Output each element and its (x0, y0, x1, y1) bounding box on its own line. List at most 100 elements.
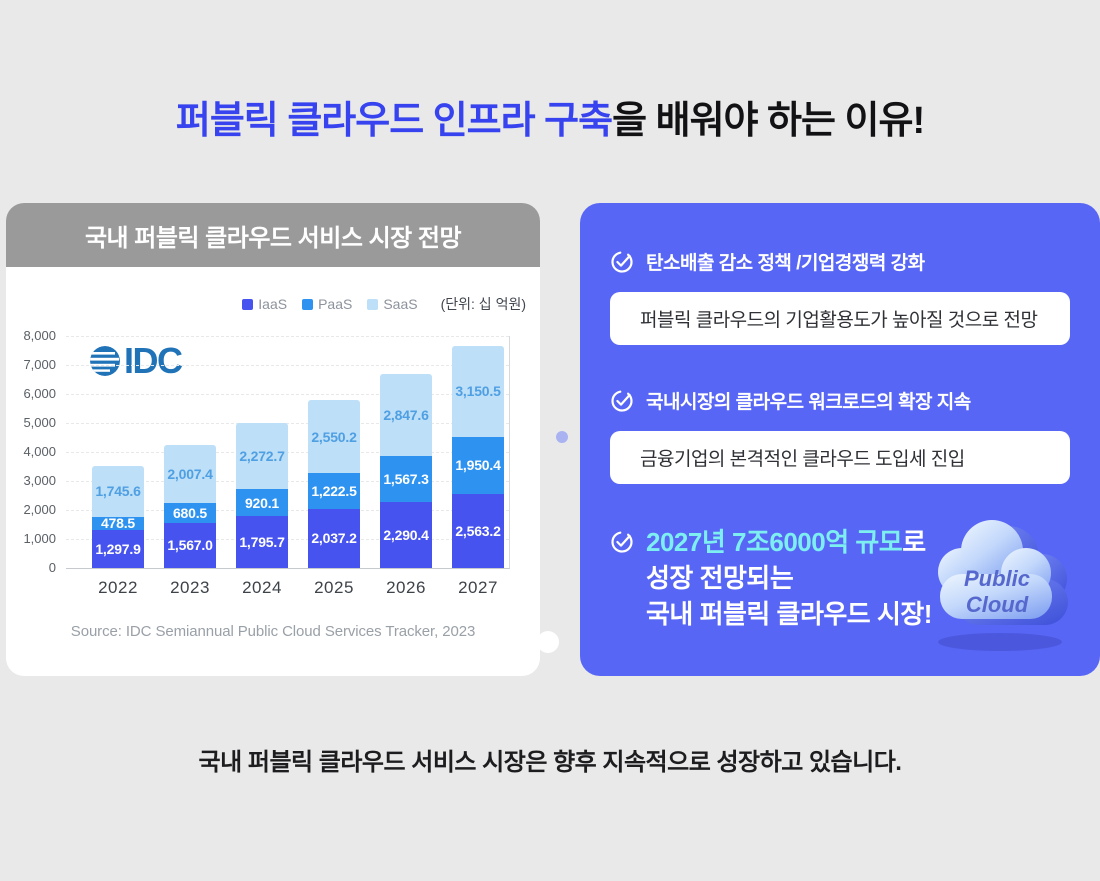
footer-caption: 국내 퍼블릭 클라우드 서비스 시장은 향후 지속적으로 성장하고 있습니다. (198, 749, 902, 776)
value-label: 2,037.2 (311, 530, 357, 547)
gridline (66, 336, 509, 337)
info-item-1-heading: 탄소배출 감소 정책 /기업경쟁력 강화 (610, 248, 1070, 275)
chart-area: 0 1,000 2,000 3,000 4,000 5,000 6,000 7,000 8,00… (6, 328, 540, 597)
value-label: 1,950.4 (455, 457, 501, 474)
highlight-line1-rest: 로 (902, 527, 926, 557)
segment-saas-2027: 3,150.5 (452, 345, 504, 438)
check-circle-icon (611, 250, 633, 273)
info-item-2-title: 국내시장의 클라우드 워크로드의 확장 지속 (646, 392, 971, 413)
connector-dot-large (537, 631, 559, 653)
plot-area: IDC 1,297.9 478.5 1,745.6 2022 1,567.0 680.5 2… (66, 336, 510, 597)
y-tick-label: 5,000 (23, 415, 56, 430)
info-item-1-title: 탄소배출 감소 정책 /기업경쟁력 강화 (646, 253, 925, 274)
chart-title: 국내 퍼블릭 클라우드 서비스 시장 전망 (84, 224, 462, 252)
value-label: 1,222.5 (311, 483, 357, 500)
page-title-rest: 을 배워야 하는 이유! (612, 100, 925, 142)
x-tick-2023: 2023 (170, 578, 210, 597)
value-label: 2,550.2 (311, 428, 357, 445)
segment-paas-2023: 680.5 (164, 502, 216, 523)
value-label: 2,272.7 (239, 448, 285, 465)
y-tick-label: 0 (48, 560, 56, 575)
value-label: 1,567.0 (167, 537, 213, 554)
bar-2023: 1,567.0 680.5 2,007.4 2023 (164, 444, 216, 597)
legend-label: SaaS (383, 296, 418, 312)
info-item-1-box: 퍼블릭 클라우드의 기업활용도가 높아질 것으로 전망 (610, 292, 1070, 345)
legend-item-paas: PaaS (302, 296, 352, 312)
bar-2025: 2,037.2 1,222.5 2,550.2 2025 (308, 399, 360, 597)
x-tick-2025: 2025 (314, 578, 354, 597)
y-tick-label: 6,000 (23, 386, 56, 401)
highlight-line3: 국내 퍼블릭 클라우드 시장! (646, 599, 932, 629)
legend-item-iaas: IaaS (242, 296, 287, 312)
info-highlight-block: 2027년 7조6000억 규모로 성장 전망되는 국내 퍼블릭 클라우드 시장… (610, 524, 1070, 632)
legend-swatch-saas (367, 298, 379, 310)
legend-label: PaaS (318, 296, 353, 312)
legend-swatch-iaas (242, 298, 254, 310)
highlight-line1-accent: 2027년 7조6000억 규모 (646, 527, 903, 557)
cloud-label-line1: Public (964, 566, 1030, 591)
y-tick-label: 3,000 (23, 473, 56, 488)
segment-iaas-2022: 1,297.9 (92, 530, 144, 568)
bar-2026: 2,290.4 1,567.3 2,847.6 2026 (380, 373, 432, 597)
chart-card-header: 국내 퍼블릭 클라우드 서비스 시장 전망 (6, 203, 540, 267)
x-tick-2022: 2022 (98, 578, 138, 597)
value-label: 1,567.3 (383, 470, 429, 487)
y-axis: 0 1,000 2,000 3,000 4,000 5,000 6,000 7,000 8,00… (6, 328, 66, 575)
bar-2027: 2,563.2 1,950.4 3,150.5 2027 (452, 345, 504, 597)
bar-2024: 1,795.7 920.1 2,272.7 2024 (236, 423, 288, 597)
idc-logo: IDC (88, 340, 183, 381)
y-tick-label: 8,000 (23, 328, 56, 343)
chart-legend: IaaS PaaS SaaS (단위: 십 억원) (6, 296, 540, 312)
unit-label: (단위: 십 억원) (440, 296, 526, 312)
highlight-line2: 성장 전망되는 (646, 563, 794, 593)
check-circle-icon (611, 531, 633, 553)
info-highlight-text: 2027년 7조6000억 규모로 성장 전망되는 국내 퍼블릭 클라우드 시장… (646, 524, 932, 632)
segment-saas-2026: 2,847.6 (380, 373, 432, 457)
cloud-label-line2: Cloud (966, 592, 1029, 617)
page-title: 퍼블릭 클라우드 인프라 구축을 배워야 하는 이유! (0, 97, 1100, 145)
segment-iaas-2026: 2,290.4 (380, 501, 432, 568)
segment-iaas-2024: 1,795.7 (236, 515, 288, 568)
source-caption: Source: IDC Semiannual Public Cloud Serv… (70, 623, 476, 640)
segment-saas-2024: 2,272.7 (236, 423, 288, 490)
value-label: 2,290.4 (383, 526, 429, 543)
connector-dot-small (556, 431, 568, 443)
idc-logo-text: IDC (124, 340, 183, 381)
segment-saas-2023: 2,007.4 (164, 444, 216, 503)
value-label: 478.5 (100, 515, 136, 532)
x-tick-2024: 2024 (242, 578, 282, 597)
info-panel: 탄소배출 감소 정책 /기업경쟁력 강화 퍼블릭 클라우드의 기업활용도가 높아… (580, 203, 1100, 676)
bar-2022: 1,297.9 478.5 1,745.6 2022 (92, 465, 144, 597)
gridline (66, 394, 509, 395)
info-item-2-heading: 국내시장의 클라우드 워크로드의 확장 지속 (610, 387, 1070, 414)
y-tick-label: 7,000 (23, 357, 56, 372)
chart-card: 국내 퍼블릭 클라우드 서비스 시장 전망 IaaS PaaS SaaS (단위: 십… (6, 203, 559, 676)
value-label: 2,007.4 (167, 465, 213, 482)
legend-label: IaaS (258, 296, 288, 312)
legend-item-saas: SaaS (367, 296, 418, 312)
value-label: 2,563.2 (455, 522, 501, 539)
segment-saas-2025: 2,550.2 (308, 399, 360, 474)
legend-swatch-paas (302, 298, 314, 310)
x-tick-2027: 2027 (458, 578, 498, 597)
check-circle-icon (611, 389, 633, 412)
info-item-2-box: 금융기업의 본격적인 클라우드 도입세 진입 (610, 431, 1070, 484)
y-tick-label: 4,000 (23, 444, 56, 459)
segment-paas-2027: 1,950.4 (452, 437, 504, 494)
gridline (66, 365, 509, 366)
value-label: 1,795.7 (239, 533, 285, 550)
segment-paas-2025: 1,222.5 (308, 473, 360, 509)
segment-saas-2022: 1,745.6 (92, 465, 144, 517)
public-cloud-icon: Public Cloud (918, 514, 1078, 654)
value-label: 1,745.6 (95, 483, 141, 500)
value-label: 920.1 (244, 494, 280, 511)
segment-iaas-2025: 2,037.2 (308, 508, 360, 568)
value-label: 2,847.6 (383, 406, 429, 423)
segment-paas-2022: 478.5 (92, 515, 144, 532)
value-label: 680.5 (172, 504, 208, 521)
segment-iaas-2023: 1,567.0 (164, 522, 216, 568)
y-tick-label: 2,000 (23, 502, 56, 517)
segment-paas-2026: 1,567.3 (380, 456, 432, 502)
value-label: 1,297.9 (95, 541, 141, 558)
y-tick-label: 1,000 (23, 531, 56, 546)
